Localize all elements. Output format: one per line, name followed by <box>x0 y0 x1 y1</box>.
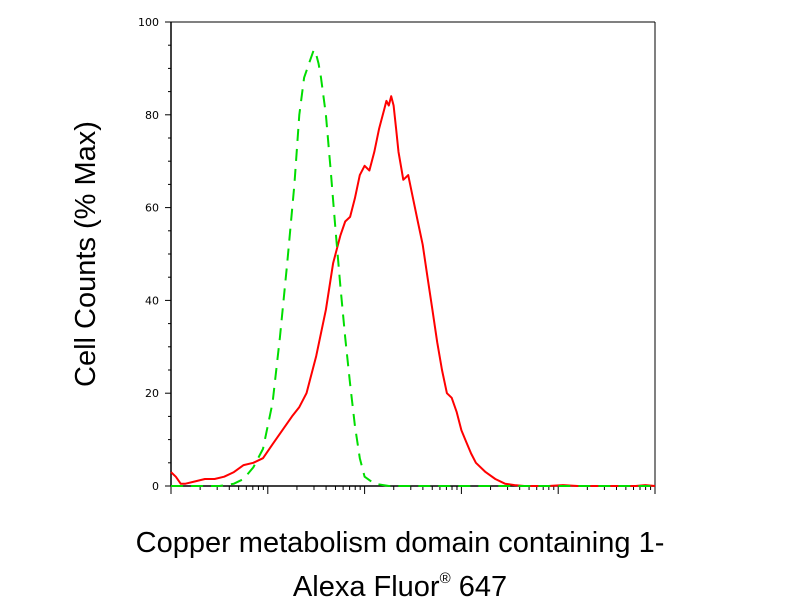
y-tick-label: 80 <box>145 109 159 122</box>
plot-area: 0 20 40 60 80 100 <box>138 16 656 494</box>
y-axis-label: Cell Counts (% Max) <box>70 121 102 387</box>
isotype-control-curve <box>171 48 655 487</box>
stained-sample-curve <box>170 95 656 487</box>
x-axis-label-line2: Alexa Fluor® 647 <box>0 562 800 604</box>
x-axis-label-registered: ® <box>439 570 451 587</box>
x-axis-label-line1: Copper metabolism domain containing 1- <box>135 527 665 559</box>
y-tick-label: 60 <box>145 202 159 215</box>
y-tick-label: 0 <box>152 480 159 493</box>
y-tick-label: 20 <box>145 387 159 400</box>
y-tick-label: 100 <box>138 16 159 29</box>
y-tick-label: 40 <box>145 294 159 307</box>
x-axis-label-fluor: Alexa Fluor <box>292 571 440 603</box>
x-axis-label-channel: 647 <box>450 571 508 603</box>
